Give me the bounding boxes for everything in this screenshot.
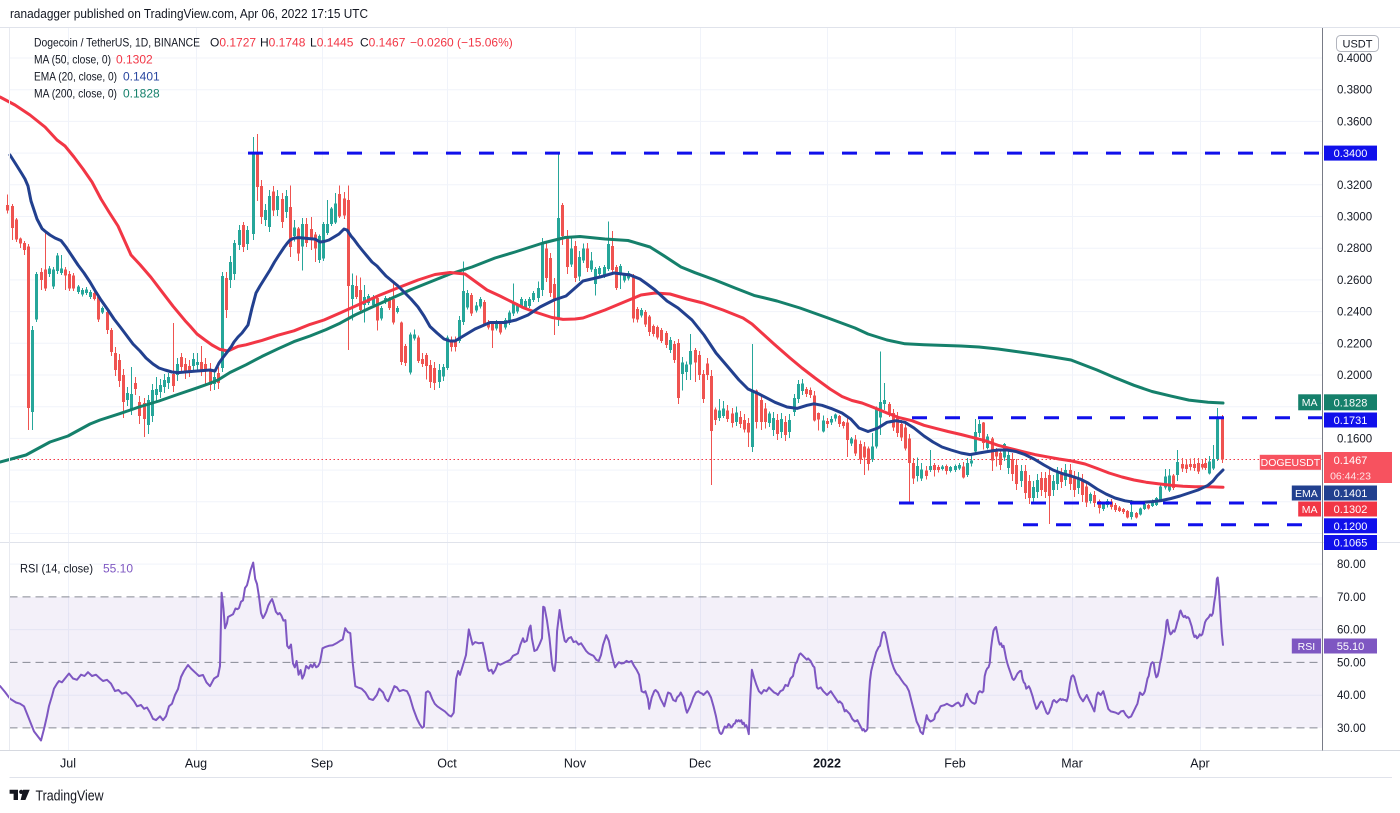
svg-text:0.3400: 0.3400 <box>1334 148 1368 160</box>
svg-text:EMA: EMA <box>1295 488 1318 500</box>
svg-text:RSI (14, close)55.10: RSI (14, close) 55.10 <box>20 562 133 576</box>
svg-text:0.1200: 0.1200 <box>1334 521 1368 533</box>
svg-text:DOGEUSDT: DOGEUSDT <box>1261 457 1321 469</box>
svg-text:50.00: 50.00 <box>1337 657 1366 669</box>
svg-text:0.2400: 0.2400 <box>1337 307 1372 319</box>
svg-text:Apr: Apr <box>1190 757 1209 771</box>
svg-text:0.2000: 0.2000 <box>1337 370 1372 382</box>
svg-text:0.2800: 0.2800 <box>1337 243 1372 255</box>
svg-text:0.2200: 0.2200 <box>1337 338 1372 350</box>
svg-text:Jul: Jul <box>60 757 76 771</box>
svg-text:Dec: Dec <box>689 757 711 771</box>
svg-text:0.3200: 0.3200 <box>1337 180 1372 192</box>
svg-text:40.00: 40.00 <box>1337 690 1366 702</box>
svg-text:MA: MA <box>1302 397 1318 409</box>
svg-text:0.1401: 0.1401 <box>1334 488 1368 500</box>
svg-text:0.1302: 0.1302 <box>1334 504 1368 516</box>
svg-text:2022: 2022 <box>813 757 841 771</box>
svg-text:Nov: Nov <box>564 757 587 771</box>
svg-text:0.1467: 0.1467 <box>1334 455 1368 467</box>
svg-text:0.3000: 0.3000 <box>1337 212 1372 224</box>
svg-text:70.00: 70.00 <box>1337 592 1366 604</box>
svg-text:RSI: RSI <box>1298 641 1316 653</box>
svg-text:0.1828: 0.1828 <box>1334 398 1368 410</box>
svg-text:USDT: USDT <box>1343 39 1373 51</box>
svg-text:Feb: Feb <box>944 757 966 771</box>
svg-text:60.00: 60.00 <box>1337 625 1366 637</box>
svg-text:0.1731: 0.1731 <box>1334 415 1368 427</box>
svg-text:0.1600: 0.1600 <box>1337 433 1372 445</box>
svg-text:Oct: Oct <box>437 757 457 771</box>
svg-text:Aug: Aug <box>185 757 207 771</box>
svg-text:30.00: 30.00 <box>1337 723 1366 735</box>
svg-text:0.2600: 0.2600 <box>1337 275 1372 287</box>
svg-text:ranadagger published on Tradin: ranadagger published on TradingView.com,… <box>10 7 368 21</box>
svg-text:0.1065: 0.1065 <box>1334 538 1368 550</box>
svg-text:Sep: Sep <box>311 757 333 771</box>
svg-text:0.3800: 0.3800 <box>1337 85 1372 97</box>
svg-text:MA (50, close, 0)0.1302: MA (50, close, 0) 0.1302 <box>34 53 153 67</box>
svg-text:55.10: 55.10 <box>1337 641 1365 653</box>
svg-text:06:44:23: 06:44:23 <box>1330 471 1371 483</box>
svg-text:MA (200, close, 0)0.1828: MA (200, close, 0) 0.1828 <box>34 87 160 101</box>
svg-text:Mar: Mar <box>1061 757 1083 771</box>
svg-text:80.00: 80.00 <box>1337 559 1366 571</box>
svg-text:TradingView: TradingView <box>36 788 104 805</box>
svg-text:0.4000: 0.4000 <box>1337 53 1372 65</box>
svg-text:MA: MA <box>1302 504 1318 516</box>
svg-text:0.3600: 0.3600 <box>1337 116 1372 128</box>
svg-text:Dogecoin / TetherUS, 1D, BINAN: Dogecoin / TetherUS, 1D, BINANCE O0.1727 H… <box>34 36 513 50</box>
svg-text:EMA (20, close, 0)0.1401: EMA (20, close, 0) 0.1401 <box>34 70 160 84</box>
